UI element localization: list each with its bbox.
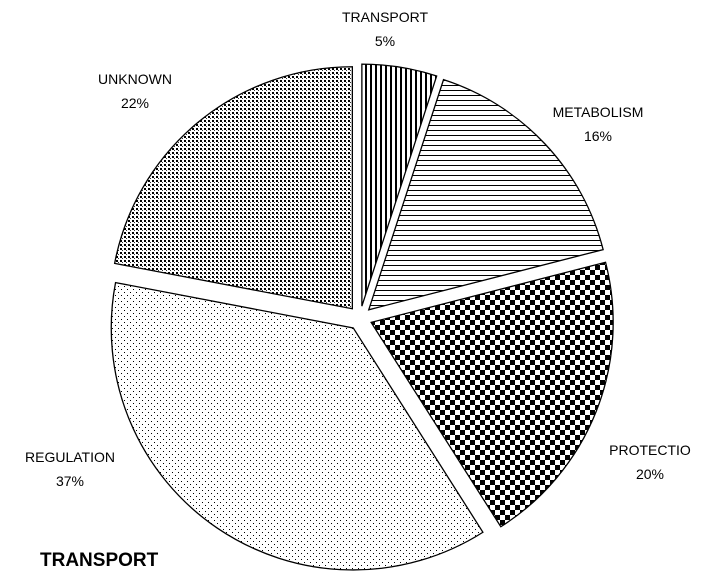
slice-label: PROTECTIO	[609, 442, 691, 458]
pie-slice	[367, 78, 604, 311]
slice-value-label: 20%	[636, 466, 664, 482]
slice-value-label: 37%	[56, 473, 84, 489]
slice-value-label: 16%	[584, 128, 612, 144]
slice-label: METABOLISM	[553, 104, 644, 120]
pie-slice	[370, 261, 614, 528]
slice-label: UNKNOWN	[98, 71, 172, 87]
slice-label: REGULATION	[25, 449, 115, 465]
slice-value-label: 22%	[121, 95, 149, 111]
slice-label: TRANSPORT	[342, 9, 429, 25]
annotation: TRANSPORT	[40, 550, 159, 571]
pie-slice	[113, 66, 354, 310]
slice-value-label: 5%	[375, 33, 395, 49]
pie-slice	[361, 63, 438, 307]
pie-slice	[110, 281, 484, 571]
